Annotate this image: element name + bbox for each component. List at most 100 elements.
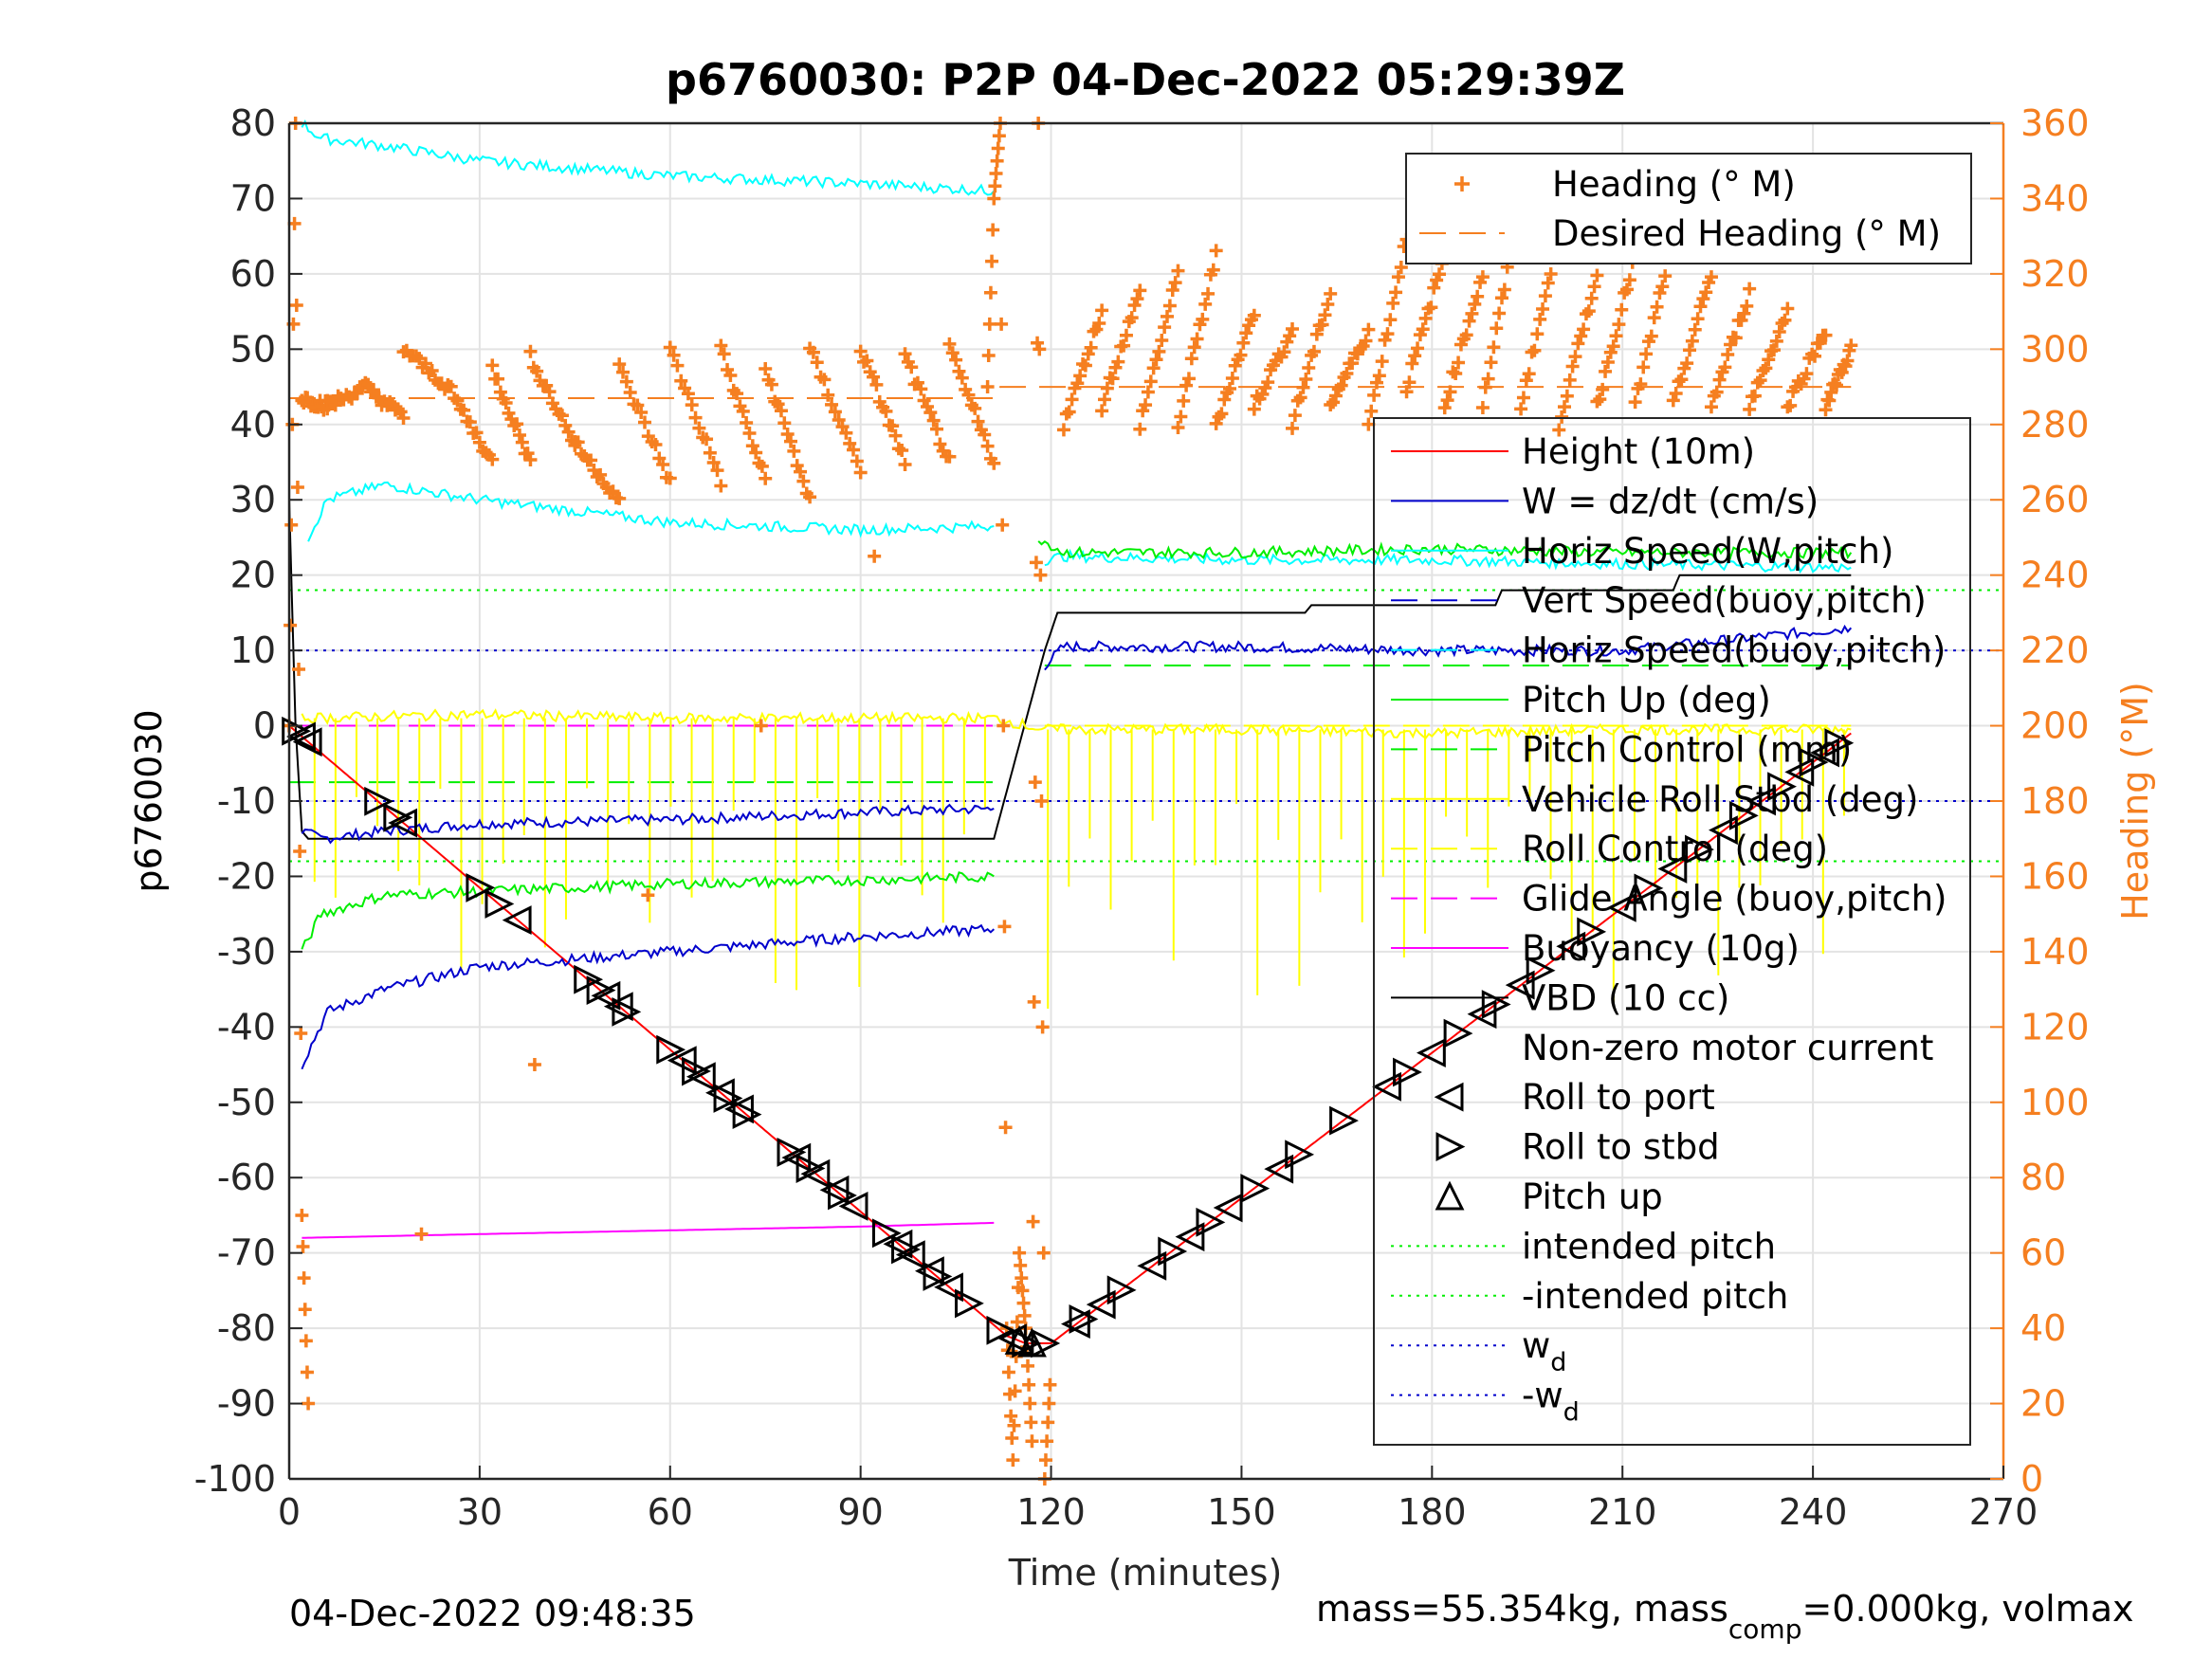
heading-marker	[868, 549, 882, 563]
heading-marker	[828, 405, 842, 419]
legend-main-label: Glide Angle (buoy,pitch)	[1522, 879, 1947, 920]
heading-marker	[1756, 364, 1770, 378]
heading-marker	[1084, 340, 1098, 355]
heading-marker	[817, 373, 832, 387]
heading-marker	[717, 347, 731, 361]
heading-marker	[714, 479, 728, 493]
heading-marker	[649, 437, 663, 451]
heading-marker	[1737, 306, 1751, 320]
legend-subscript: d	[1563, 1398, 1580, 1428]
heading-marker	[860, 354, 874, 368]
heading-marker	[1014, 1258, 1028, 1272]
heading-marker	[1223, 381, 1237, 395]
heading-marker	[1644, 329, 1658, 343]
heading-marker	[1538, 289, 1552, 303]
heading-marker	[1718, 360, 1732, 374]
heading-marker	[366, 383, 380, 397]
heading-marker	[1650, 300, 1664, 314]
tick-labels: 0 30 60 90 120 150 180 210 240 270-100-90-80-70-6…	[194, 102, 2090, 1533]
heading-marker	[914, 382, 928, 396]
event-marker	[1416, 1038, 1446, 1067]
heading-marker	[1766, 343, 1781, 357]
heading-marker	[1492, 306, 1507, 320]
heading-marker	[981, 348, 996, 362]
y-tick-label: 70	[230, 177, 276, 219]
heading-marker	[1593, 392, 1607, 407]
heading-marker	[485, 452, 500, 466]
heading-marker	[1139, 398, 1153, 412]
heading-marker	[289, 298, 303, 312]
event-marker	[828, 1180, 857, 1211]
heading-marker	[1315, 318, 1329, 332]
footer-mass-part2: =0.000kg, volmax	[1801, 1588, 2133, 1630]
legend-main-label: VBD (10 cc)	[1522, 977, 1729, 1018]
event-marker	[1505, 970, 1535, 1000]
heading-marker	[1106, 372, 1120, 386]
legend-main-label: Roll to port	[1522, 1077, 1715, 1118]
heading-marker	[292, 662, 306, 676]
heading-marker	[515, 435, 529, 449]
heading-marker	[1440, 393, 1454, 408]
heading-marker	[898, 347, 912, 361]
heading-marker	[1462, 314, 1476, 328]
heading-marker	[1070, 376, 1085, 391]
legend-main-label: Buoyancy (10g)	[1522, 928, 1800, 969]
y-tick-label: -70	[217, 1232, 276, 1274]
heading-marker	[302, 1396, 316, 1411]
event-marker	[591, 980, 621, 1011]
heading-marker	[730, 387, 744, 401]
legend-main-label: Pitch Control (mm)	[1522, 729, 1852, 770]
heading-marker	[1087, 324, 1101, 338]
heading-marker	[688, 410, 703, 425]
event-marker	[1060, 1309, 1090, 1339]
heading-marker	[1541, 276, 1555, 290]
heading-marker	[1696, 292, 1710, 306]
heading-marker	[898, 457, 912, 471]
heading-marker	[1800, 367, 1814, 381]
heading-marker	[1008, 1384, 1022, 1398]
x-tick-label: 90	[837, 1491, 883, 1533]
heading-marker	[612, 357, 627, 372]
heading-marker	[1762, 353, 1776, 367]
heading-marker	[1027, 994, 1041, 1009]
heading-marker	[980, 380, 995, 394]
heading-marker	[742, 426, 757, 440]
heading-marker	[1302, 360, 1316, 374]
heading-marker	[1146, 361, 1161, 375]
event-marker	[502, 905, 532, 935]
heading-marker	[759, 471, 773, 485]
heading-marker	[968, 401, 982, 415]
x-tick-label: 180	[1398, 1491, 1467, 1533]
heading-marker	[1217, 392, 1232, 407]
heading-marker	[293, 844, 307, 858]
heading-marker	[771, 397, 785, 411]
legend-heading: Heading (° M) Desired Heading (° M)	[1405, 153, 1972, 264]
heading-marker	[1405, 356, 1419, 371]
heading-marker	[523, 344, 538, 358]
heading-marker	[1743, 282, 1757, 296]
heading-marker	[1119, 328, 1133, 342]
heading-marker	[1386, 296, 1400, 310]
event-marker	[1213, 1193, 1243, 1223]
heading-marker	[418, 356, 432, 371]
y-tick-label: -10	[217, 780, 276, 822]
heading-marker	[298, 1303, 312, 1317]
heading-marker	[1437, 401, 1452, 415]
heading-marker	[656, 457, 670, 471]
heading-marker	[879, 404, 893, 418]
heading-marker	[930, 422, 944, 436]
heading-marker	[1475, 270, 1490, 284]
y2-tick-label: 180	[2020, 780, 2090, 822]
heading-marker	[1184, 352, 1198, 366]
heading-marker	[1596, 382, 1610, 396]
heading-marker	[393, 405, 408, 419]
event-marker	[1158, 1236, 1188, 1267]
heading-marker	[619, 374, 633, 389]
heading-marker	[1375, 355, 1389, 369]
heading-marker	[764, 377, 778, 392]
heading-marker	[1095, 404, 1109, 418]
series-line	[1037, 539, 1853, 561]
heading-marker	[1443, 385, 1457, 399]
heading-marker	[784, 434, 798, 448]
heading-marker	[1015, 1284, 1030, 1298]
